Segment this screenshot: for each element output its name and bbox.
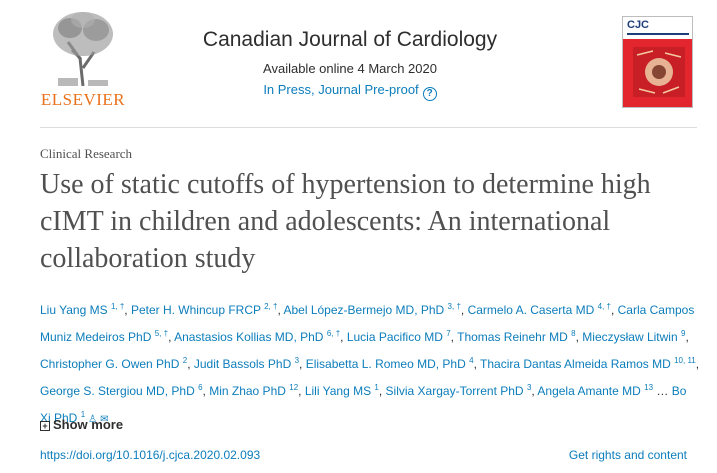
author-name: Peter H. Whincup FRCP — [130, 303, 265, 317]
author-affiliation-sup: 13 — [644, 383, 654, 392]
author-name: Lili Yang MS — [304, 384, 375, 398]
author-link[interactable]: Mieczysław Litwin 9 — [582, 329, 686, 344]
author-affiliation-sup: 6 — [198, 383, 203, 392]
journal-cover-image[interactable]: CJC — [622, 16, 693, 108]
author-affiliation-sup: 4 — [469, 356, 474, 365]
author-separator: , — [695, 357, 700, 371]
available-online-date: Available online 4 March 2020 — [263, 61, 437, 76]
author-affiliation-sup: 3 — [526, 383, 532, 392]
author-name: Mieczysław Litwin — [582, 330, 681, 344]
author-name: Carmelo A. Caserta MD — [467, 303, 598, 317]
author-link[interactable]: Liu Yang MS 1, † — [40, 302, 125, 317]
author-separator: , — [299, 357, 306, 371]
author-affiliation-sup: 3 — [294, 356, 300, 365]
author-link[interactable]: Peter H. Whincup FRCP 2, † — [130, 302, 278, 317]
author-affiliation-sup: 2 — [182, 356, 188, 365]
author-link[interactable]: Lili Yang MS 1 — [304, 383, 379, 398]
doi-link[interactable]: https://doi.org/10.1016/j.cjca.2020.02.0… — [40, 448, 261, 462]
header-divider — [40, 127, 697, 128]
author-name: Min Zhao PhD — [209, 384, 290, 398]
article-section-label: Clinical Research — [40, 146, 133, 161]
author-affiliation-sup: 1, † — [110, 302, 125, 311]
author-list: Liu Yang MS 1, †, Peter H. Whincup FRCP … — [40, 295, 700, 431]
show-more-button[interactable]: + Show more — [40, 417, 123, 432]
cover-logo: CJC — [627, 19, 650, 31]
author-link[interactable]: Carmelo A. Caserta MD 4, † — [467, 302, 611, 317]
author-link[interactable]: Thacira Dantas Almeida Ramos MD 10, 11 — [480, 356, 696, 371]
author-link[interactable]: Angela Amante MD 13 — [537, 383, 654, 398]
elsevier-wordmark: ELSEVIER — [40, 90, 126, 109]
article-title: Use of static cutoffs of hypertension to… — [40, 169, 651, 274]
author-link[interactable]: Thomas Reinehr MD 8 — [457, 329, 576, 344]
author-separator: , — [340, 330, 347, 344]
author-name: Silvia Xargay-Torrent PhD — [385, 384, 527, 398]
author-link[interactable]: Christopher G. Owen PhD 2 — [40, 356, 188, 371]
article-status-label: In Press, Journal Pre-proof — [263, 82, 419, 97]
author-name: George S. Stergiou MD, PhD — [40, 384, 199, 398]
author-name: Angela Amante MD — [537, 384, 645, 398]
help-icon[interactable]: ? — [422, 87, 437, 101]
person-icon[interactable]: ♙ — [88, 414, 98, 425]
author-separator: , — [168, 330, 175, 344]
author-name: Judit Bassols PhD — [193, 357, 295, 371]
show-more-label: Show more — [53, 417, 124, 432]
author-separator: , — [298, 384, 305, 398]
author-link[interactable]: Anastasios Kollias MD, PhD 6, † — [174, 329, 341, 344]
author-name: Thacira Dantas Almeida Ramos MD — [480, 357, 675, 371]
author-affiliation-sup: 3, † — [447, 302, 461, 311]
author-link[interactable]: George S. Stergiou MD, PhD 6 — [40, 383, 203, 398]
author-affiliation-sup: 12 — [289, 383, 299, 392]
authors-ellipsis: … — [656, 384, 672, 398]
author-separator: , — [450, 330, 458, 344]
author-link[interactable]: Carla Campos Muniz Medeiros PhD 5, † — [40, 303, 694, 344]
author-link[interactable]: Silvia Xargay-Torrent PhD 3 — [385, 383, 532, 398]
elsevier-tree-icon — [50, 8, 116, 88]
author-link[interactable]: Abel López-Bermejo MD, PhD 3, † — [283, 302, 461, 317]
author-name: Carla Campos Muniz Medeiros PhD — [40, 303, 695, 344]
author-separator: , — [575, 330, 583, 344]
author-separator: , — [460, 303, 468, 317]
author-affiliation-sup: 10, 11 — [674, 356, 696, 365]
author-affiliation-sup: 2, † — [264, 302, 278, 311]
author-link[interactable]: Judit Bassols PhD 3 — [193, 356, 300, 371]
author-separator: , — [124, 303, 131, 317]
get-rights-link[interactable]: Get rights and content — [568, 448, 687, 462]
author-separator: , — [378, 384, 386, 398]
author-name: Thomas Reinehr MD — [457, 330, 572, 344]
article-status[interactable]: In Press, Journal Pre-proof? — [130, 82, 570, 101]
plus-box-icon: + — [40, 421, 50, 431]
author-separator: , — [610, 303, 618, 317]
cover-art-graphic — [633, 47, 685, 97]
author-affiliation-sup: 1 — [80, 410, 86, 419]
author-affiliation-sup: 1 — [374, 383, 379, 392]
author-name: Liu Yang MS — [40, 303, 111, 317]
author-affiliation-sup: 5, † — [154, 329, 169, 338]
author-affiliation-sup: 8 — [571, 329, 576, 338]
author-separator: , — [531, 384, 538, 398]
author-link[interactable]: Lucia Pacifico MD 7 — [346, 329, 451, 344]
author-separator: , — [187, 357, 194, 371]
author-affiliation-sup: 9 — [680, 329, 686, 338]
author-affiliation-sup: 4, † — [597, 302, 611, 311]
author-name: Abel López-Bermejo MD, PhD — [283, 303, 448, 317]
elsevier-logo[interactable]: ELSEVIER — [40, 8, 126, 109]
author-name: Lucia Pacifico MD — [346, 330, 447, 344]
author-name: Christopher G. Owen PhD — [40, 357, 183, 371]
author-affiliation-sup: 6, † — [326, 329, 341, 338]
author-separator: , — [277, 303, 284, 317]
author-affiliation-sup: 7 — [446, 329, 451, 338]
author-name: Elisabetta L. Romeo MD, PhD — [305, 357, 470, 371]
mail-icon[interactable]: ✉ — [100, 414, 109, 425]
author-separator: , — [473, 357, 481, 371]
author-separator: , — [685, 330, 689, 344]
author-link[interactable]: Elisabetta L. Romeo MD, PhD 4 — [305, 356, 474, 371]
author-separator: , — [202, 384, 210, 398]
journal-title-link[interactable]: Canadian Journal of Cardiology — [202, 28, 498, 51]
cover-band-line — [627, 33, 689, 35]
author-link[interactable]: Min Zhao PhD 12 — [209, 383, 299, 398]
author-name: Anastasios Kollias MD, PhD — [174, 330, 327, 344]
article-header: ELSEVIER Canadian Journal of Cardiology … — [0, 0, 717, 126]
